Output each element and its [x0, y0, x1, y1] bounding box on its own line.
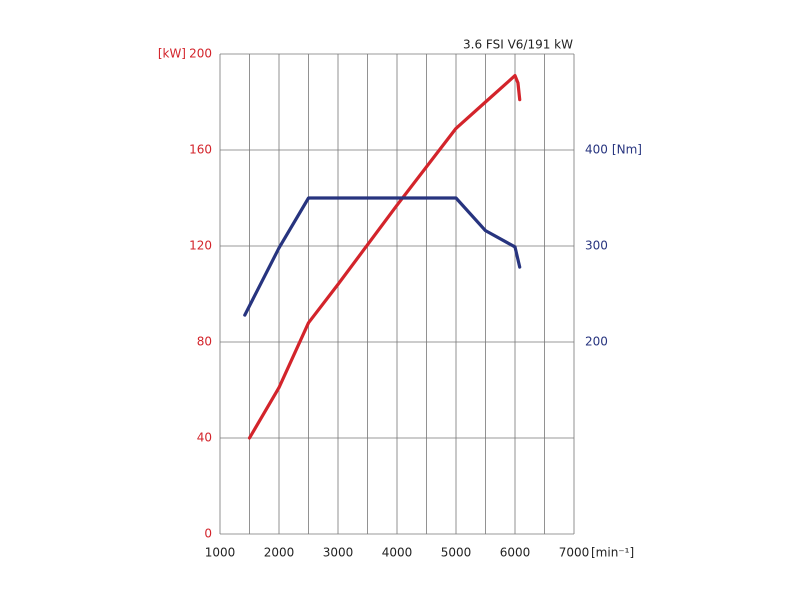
y-tick-label: 40	[197, 431, 212, 445]
x-tick-label: 2000	[264, 546, 295, 560]
y2-axis-label: [Nm]	[612, 143, 642, 157]
y2-tick-label: 200	[585, 335, 608, 349]
y2-tick-label: 300	[585, 239, 608, 253]
chart-title: 3.6 FSI V6/191 kW	[463, 38, 573, 52]
x-tick-label: 7000	[559, 546, 590, 560]
y-tick-label: 0	[204, 527, 212, 541]
y-tick-label: 80	[197, 335, 212, 349]
y2-tick-label: 400	[585, 143, 608, 157]
series-line	[247, 73, 522, 440]
x-tick-label: 3000	[323, 546, 354, 560]
y-tick-label: 160	[189, 143, 212, 157]
x-tick-label: 6000	[500, 546, 531, 560]
series-line	[243, 196, 522, 317]
y-tick-label: 120	[189, 239, 212, 253]
y-tick-label: 200	[189, 47, 212, 61]
x-axis-label: [min⁻¹]	[591, 546, 634, 560]
y-axis-label: [kW]	[158, 47, 186, 61]
x-tick-label: 5000	[441, 546, 472, 560]
x-tick-label: 4000	[382, 546, 413, 560]
x-tick-label: 1000	[205, 546, 236, 560]
